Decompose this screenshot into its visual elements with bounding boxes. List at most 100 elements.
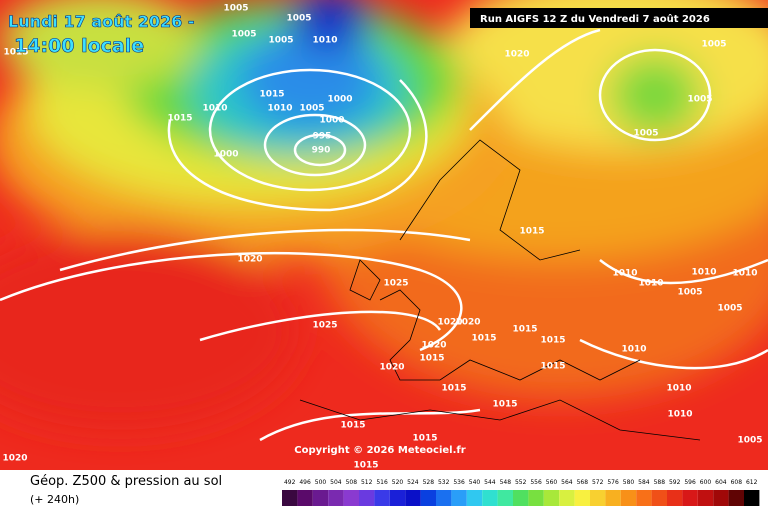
isobar-label: 1005 [633, 129, 658, 139]
scale-label: 532 [438, 479, 450, 486]
scale-label: 536 [453, 479, 465, 486]
scale-swatch [543, 490, 560, 506]
scale-label: 592 [669, 479, 681, 486]
scale-label: 608 [731, 479, 743, 486]
scale-label: 560 [546, 479, 558, 486]
scale-label: 520 [392, 479, 404, 486]
field [0, 0, 768, 470]
coastlines [299, 139, 701, 441]
scale-label: 572 [592, 479, 604, 486]
scale-label: 576 [607, 479, 619, 486]
scale-label: 524 [407, 479, 419, 486]
isobar-label: 1015 [492, 400, 517, 410]
isobars [0, 28, 768, 442]
scale-label: 492 [284, 479, 296, 486]
copyright: Copyright © 2026 Meteociel.fr [294, 445, 465, 456]
scale-label: 584 [638, 479, 650, 486]
scale-swatch [328, 490, 344, 506]
scale-label: 564 [561, 479, 573, 486]
scale-label: 556 [530, 479, 542, 486]
isobar-label: 1010 [612, 269, 637, 279]
isobar-label: 1015 [512, 325, 537, 335]
scale-label: 504 [330, 479, 342, 486]
scale-label: 552 [515, 479, 527, 486]
legend-title: Géop. Z500 & pression au sol [30, 474, 222, 489]
isobar-label: 1020 [379, 363, 404, 373]
scale-swatch [466, 490, 483, 506]
isobar-label: 1010 [732, 269, 757, 279]
scale-label: 580 [623, 479, 635, 486]
isobar-label: 995 [313, 132, 332, 142]
isobar-label: 1015 [340, 421, 365, 431]
isobar-label: 1005 [268, 36, 293, 46]
isobar-label: 1020 [455, 318, 480, 328]
isobar-label: 990 [312, 146, 331, 156]
isobar-label: 1005 [717, 304, 742, 314]
isobar-label: 1005 [231, 30, 256, 40]
isobar-label: 1005 [223, 4, 248, 14]
isobar-label: 1020 [237, 255, 262, 265]
scale-label: 512 [361, 479, 373, 486]
isobar-label: 1010 [638, 279, 663, 289]
scale-swatch [636, 490, 652, 506]
isobar-label: 1015 [167, 114, 192, 124]
run-box [470, 8, 768, 28]
isobar-label: 1005 [677, 288, 702, 298]
scale-swatch [389, 490, 406, 506]
scale-label: 540 [469, 479, 481, 486]
isobar-label: 1015 [412, 434, 437, 444]
scale-label: 596 [684, 479, 696, 486]
scale-label: 500 [315, 479, 327, 486]
isobar-label: 1015 [3, 48, 28, 58]
scale-swatch [374, 490, 390, 506]
scale-label: 600 [700, 479, 712, 486]
scale-swatch [359, 490, 375, 506]
scale-label: 588 [654, 479, 666, 486]
scale-swatch [713, 490, 729, 506]
scale-swatch [297, 490, 313, 506]
isobar-label: 1005 [286, 14, 311, 24]
isobar-label: 1015 [441, 384, 466, 394]
isobar-label: 1010 [666, 384, 691, 394]
isobar-label: 1005 [299, 104, 324, 114]
isobar-label: 1010 [667, 410, 692, 420]
scale-swatch [436, 490, 452, 506]
scale-label: 548 [500, 479, 512, 486]
run-info: Run AIGFS 12 Z du Vendredi 7 août 2026 [480, 13, 710, 25]
isobar-label: 1015 [419, 354, 444, 364]
scale-swatch [605, 490, 621, 506]
scale-swatch [728, 490, 744, 506]
title: Lundi 17 août 2026 - [8, 12, 194, 31]
scale-swatch [744, 490, 760, 506]
scale-swatch [697, 490, 714, 506]
isobar-label: 1015 [259, 90, 284, 100]
isobar-label: 1000 [327, 95, 352, 105]
isobar-label: 1015 [540, 362, 565, 372]
isobar-label: 1010 [202, 104, 227, 114]
scale-swatch [343, 490, 359, 506]
scale-swatch [667, 490, 683, 506]
scale-swatch [420, 490, 436, 506]
isobar-label: 1000 [319, 116, 344, 126]
isobar-label: 1025 [312, 321, 337, 331]
color-scale: 492 496 500 504 508 512 516 520 524 528 532 536 540 5… [282, 479, 760, 506]
isobar-label: 1005 [737, 436, 762, 446]
scale-swatch [312, 490, 329, 506]
legend-lead: (+ 240h) [30, 493, 79, 506]
scale-swatch [282, 490, 298, 506]
scale-label: 508 [346, 479, 358, 486]
scale-swatch [590, 490, 606, 506]
isobar-label: 1020 [2, 454, 27, 464]
isobar-label: 1005 [687, 95, 712, 105]
scale-swatch [497, 490, 513, 506]
scale-swatch [620, 490, 637, 506]
scale-swatch [651, 490, 667, 506]
isobar-label: 1025 [383, 279, 408, 289]
isobar-label: 1015 [519, 227, 544, 237]
isobar-label: 1015 [471, 334, 496, 344]
isobar-label: 1000 [213, 150, 238, 160]
scale-label: 604 [715, 479, 727, 486]
scale-swatch [559, 490, 575, 506]
